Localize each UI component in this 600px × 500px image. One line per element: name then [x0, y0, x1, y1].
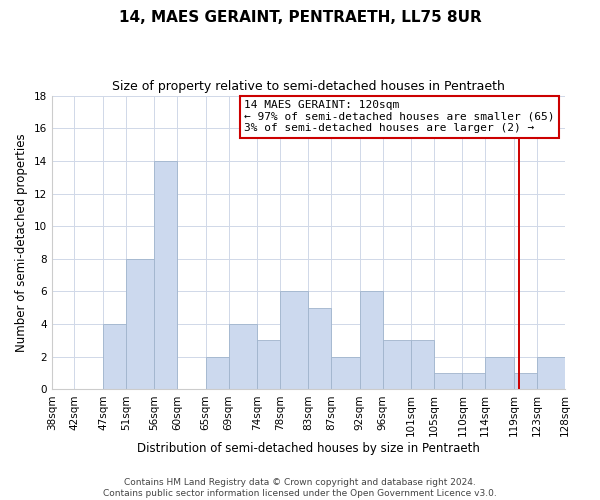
Title: Size of property relative to semi-detached houses in Pentraeth: Size of property relative to semi-detach… — [112, 80, 505, 93]
Y-axis label: Number of semi-detached properties: Number of semi-detached properties — [15, 133, 28, 352]
Bar — [257, 340, 280, 390]
Bar — [411, 340, 434, 390]
Bar — [383, 340, 411, 390]
X-axis label: Distribution of semi-detached houses by size in Pentraeth: Distribution of semi-detached houses by … — [137, 442, 480, 455]
Bar — [360, 292, 383, 390]
Bar — [126, 259, 154, 390]
Bar — [434, 373, 463, 390]
Text: 14, MAES GERAINT, PENTRAETH, LL75 8UR: 14, MAES GERAINT, PENTRAETH, LL75 8UR — [119, 10, 481, 25]
Bar — [514, 373, 536, 390]
Bar — [206, 357, 229, 390]
Bar — [103, 324, 126, 390]
Bar — [331, 357, 360, 390]
Bar — [280, 292, 308, 390]
Text: Contains HM Land Registry data © Crown copyright and database right 2024.
Contai: Contains HM Land Registry data © Crown c… — [103, 478, 497, 498]
Bar — [463, 373, 485, 390]
Bar — [154, 161, 177, 390]
Bar — [485, 357, 514, 390]
Text: 14 MAES GERAINT: 120sqm
← 97% of semi-detached houses are smaller (65)
3% of sem: 14 MAES GERAINT: 120sqm ← 97% of semi-de… — [244, 100, 555, 133]
Bar — [229, 324, 257, 390]
Bar — [308, 308, 331, 390]
Bar — [536, 357, 565, 390]
